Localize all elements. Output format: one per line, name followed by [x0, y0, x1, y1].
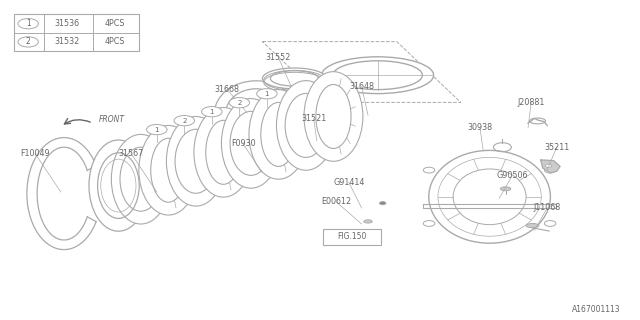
Text: F10049: F10049 [20, 149, 50, 158]
Text: 2: 2 [237, 100, 241, 106]
Text: G91414: G91414 [333, 178, 365, 187]
Ellipse shape [423, 167, 435, 173]
Text: 1: 1 [209, 109, 214, 115]
Text: 1: 1 [154, 127, 159, 132]
Ellipse shape [276, 81, 335, 170]
Text: 2: 2 [182, 118, 186, 124]
Ellipse shape [221, 99, 280, 188]
Text: J20881: J20881 [518, 98, 545, 107]
Circle shape [202, 107, 222, 117]
Ellipse shape [429, 150, 550, 243]
Circle shape [229, 98, 250, 108]
Ellipse shape [194, 108, 253, 197]
Ellipse shape [89, 140, 148, 231]
Text: A167001113: A167001113 [572, 305, 621, 314]
Bar [14, 14, 139, 51]
Ellipse shape [500, 187, 511, 191]
Circle shape [174, 116, 195, 126]
Text: F0930: F0930 [231, 140, 255, 148]
Text: 35211: 35211 [544, 143, 570, 152]
Circle shape [18, 37, 38, 47]
Text: 4PCS: 4PCS [105, 19, 125, 28]
Ellipse shape [166, 116, 225, 206]
Text: G90506: G90506 [496, 172, 528, 180]
Text: FIG.150: FIG.150 [337, 232, 367, 241]
Ellipse shape [321, 57, 434, 93]
Ellipse shape [364, 220, 372, 223]
Text: 31532: 31532 [54, 37, 80, 46]
Text: 31567: 31567 [118, 149, 144, 158]
Ellipse shape [545, 164, 552, 167]
Text: 1: 1 [264, 91, 269, 97]
Text: 31521: 31521 [301, 114, 326, 123]
Circle shape [147, 124, 167, 135]
Ellipse shape [423, 220, 435, 226]
Ellipse shape [380, 202, 386, 205]
Text: 1: 1 [26, 19, 31, 28]
Ellipse shape [283, 99, 338, 141]
Circle shape [257, 89, 277, 99]
Ellipse shape [139, 125, 198, 215]
Ellipse shape [111, 134, 170, 224]
Polygon shape [541, 160, 560, 173]
Text: 30938: 30938 [467, 124, 493, 132]
Text: J11068: J11068 [534, 204, 561, 212]
Text: 31552: 31552 [266, 53, 291, 62]
Bar [323, 229, 381, 245]
Text: 4PCS: 4PCS [105, 37, 125, 46]
Circle shape [18, 19, 38, 29]
Ellipse shape [526, 223, 539, 228]
Text: 2: 2 [26, 37, 31, 46]
Ellipse shape [545, 167, 556, 173]
Text: FRONT: FRONT [99, 116, 125, 124]
Ellipse shape [257, 132, 293, 159]
Ellipse shape [304, 72, 363, 161]
Ellipse shape [214, 81, 298, 146]
Text: E00612: E00612 [321, 197, 351, 206]
Text: 31536: 31536 [54, 19, 80, 28]
Text: 31648: 31648 [349, 82, 374, 91]
Ellipse shape [249, 90, 308, 179]
Text: 31668: 31668 [214, 85, 240, 94]
Ellipse shape [545, 220, 556, 226]
Ellipse shape [262, 68, 326, 89]
